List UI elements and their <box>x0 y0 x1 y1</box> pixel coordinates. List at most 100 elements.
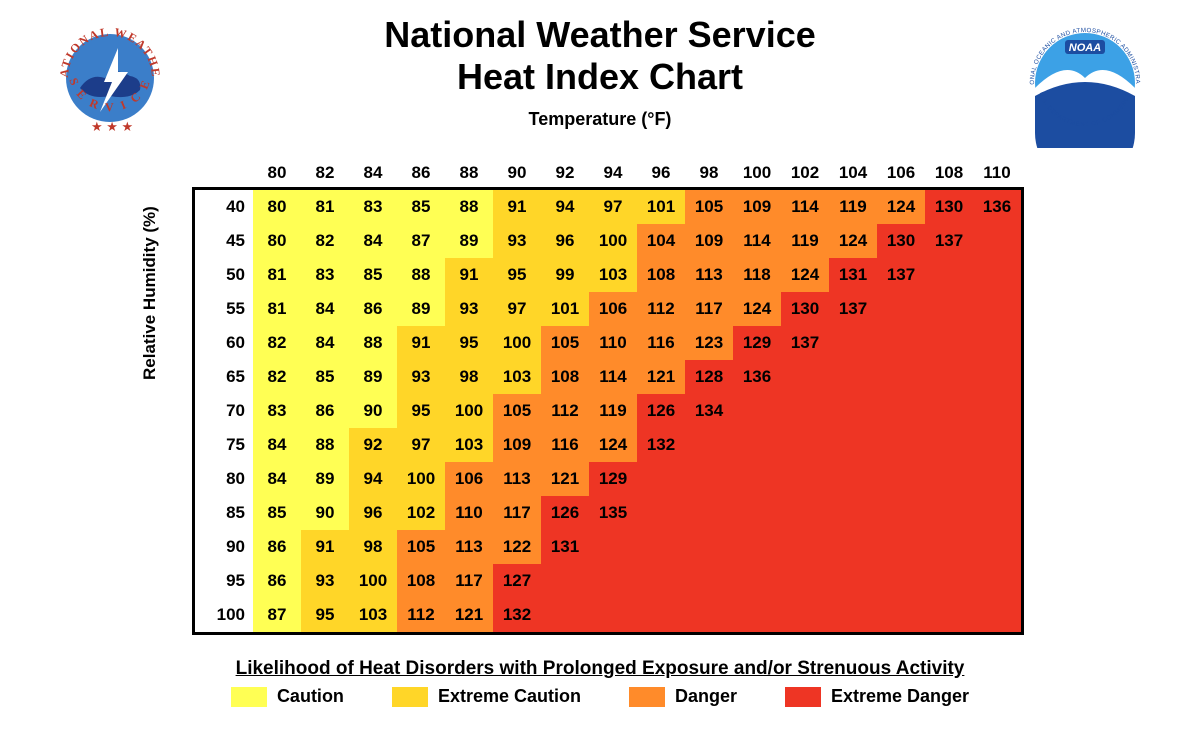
heat-index-cell <box>877 326 925 360</box>
heat-index-cell: 94 <box>349 462 397 496</box>
heat-index-cell: 123 <box>685 326 733 360</box>
row-header: 60 <box>195 326 253 360</box>
heat-index-cell <box>877 564 925 598</box>
heat-index-cell <box>925 530 973 564</box>
heat-index-cell <box>589 598 637 632</box>
heat-index-cell <box>829 394 877 428</box>
heat-index-cell <box>973 598 1021 632</box>
heat-index-cell: 89 <box>349 360 397 394</box>
col-header: 90 <box>493 156 541 190</box>
heat-index-cell: 121 <box>445 598 493 632</box>
heat-index-cell: 83 <box>253 394 301 428</box>
heat-index-cell: 100 <box>493 326 541 360</box>
heat-index-cell: 109 <box>733 190 781 224</box>
heat-index-cell: 82 <box>253 360 301 394</box>
row-header: 70 <box>195 394 253 428</box>
heat-index-cell: 85 <box>349 258 397 292</box>
heat-index-cell: 124 <box>829 224 877 258</box>
heat-index-cell: 100 <box>445 394 493 428</box>
heat-index-cell: 116 <box>637 326 685 360</box>
heat-index-cell: 100 <box>589 224 637 258</box>
heat-index-cell: 126 <box>637 394 685 428</box>
heat-index-cell: 124 <box>877 190 925 224</box>
heat-index-cell: 129 <box>589 462 637 496</box>
heat-index-cell: 95 <box>493 258 541 292</box>
heat-index-cell: 98 <box>349 530 397 564</box>
heat-index-cell: 137 <box>925 224 973 258</box>
heat-index-cell <box>637 496 685 530</box>
heat-index-cell <box>589 530 637 564</box>
heat-index-cell <box>541 564 589 598</box>
legend-label: Danger <box>675 686 737 707</box>
heat-index-cell <box>829 564 877 598</box>
heat-index-cell <box>685 598 733 632</box>
heat-index-cell <box>877 394 925 428</box>
heat-index-cell: 88 <box>349 326 397 360</box>
heat-index-cell: 86 <box>253 564 301 598</box>
heat-index-cell <box>877 428 925 462</box>
legend-swatch <box>231 687 267 707</box>
heat-index-cell: 108 <box>397 564 445 598</box>
heat-index-cell <box>973 326 1021 360</box>
heat-index-cell: 99 <box>541 258 589 292</box>
heat-index-cell: 86 <box>349 292 397 326</box>
heat-index-cell <box>829 530 877 564</box>
row-header: 40 <box>195 190 253 224</box>
heat-index-cell: 96 <box>541 224 589 258</box>
y-axis-label: Relative Humidity (%) <box>140 206 160 380</box>
heat-index-cell <box>733 530 781 564</box>
legend-swatch <box>392 687 428 707</box>
heat-index-cell: 102 <box>397 496 445 530</box>
heat-index-cell <box>733 496 781 530</box>
heat-index-cell: 109 <box>493 428 541 462</box>
heat-index-cell: 126 <box>541 496 589 530</box>
heat-index-cell: 136 <box>733 360 781 394</box>
heat-index-cell <box>925 258 973 292</box>
col-header: 86 <box>397 156 445 190</box>
heat-index-cell <box>973 224 1021 258</box>
heat-index-cell: 105 <box>541 326 589 360</box>
heat-index-cell: 119 <box>589 394 637 428</box>
heat-index-cell: 103 <box>349 598 397 632</box>
heat-index-cell: 127 <box>493 564 541 598</box>
heat-index-cell: 91 <box>445 258 493 292</box>
col-header: 106 <box>877 156 925 190</box>
heat-index-cell: 91 <box>397 326 445 360</box>
heat-index-cell <box>685 530 733 564</box>
heat-index-cell: 93 <box>301 564 349 598</box>
heat-index-cell <box>589 564 637 598</box>
row-header: 50 <box>195 258 253 292</box>
heat-index-cell: 132 <box>637 428 685 462</box>
heat-index-cell: 84 <box>301 292 349 326</box>
heat-index-cell: 104 <box>637 224 685 258</box>
heat-index-cell <box>637 598 685 632</box>
heat-index-cell: 130 <box>781 292 829 326</box>
title-line-1: National Weather Service <box>384 14 816 55</box>
heat-index-cell <box>925 394 973 428</box>
heat-index-cell: 105 <box>493 394 541 428</box>
row-header: 95 <box>195 564 253 598</box>
heat-index-cell: 84 <box>301 326 349 360</box>
heat-index-cell: 118 <box>733 258 781 292</box>
heat-index-cell: 112 <box>637 292 685 326</box>
heat-index-cell: 130 <box>877 224 925 258</box>
legend-swatch <box>785 687 821 707</box>
heat-index-cell <box>973 258 1021 292</box>
heat-index-cell: 113 <box>493 462 541 496</box>
row-header: 55 <box>195 292 253 326</box>
legend-swatch <box>629 687 665 707</box>
heat-index-cell: 97 <box>397 428 445 462</box>
heat-index-cell <box>829 428 877 462</box>
heat-index-cell: 137 <box>877 258 925 292</box>
heat-index-table: 80828486889092949698100102104106108110 4… <box>195 156 1021 632</box>
heat-index-cell: 92 <box>349 428 397 462</box>
heat-index-cell: 117 <box>493 496 541 530</box>
heat-index-cell <box>781 428 829 462</box>
heat-index-cell: 106 <box>589 292 637 326</box>
heat-index-cell <box>637 530 685 564</box>
legend-label: Extreme Danger <box>831 686 969 707</box>
heat-index-cell: 106 <box>445 462 493 496</box>
heat-index-cell <box>973 564 1021 598</box>
heat-index-cell <box>733 564 781 598</box>
heat-index-cell <box>973 530 1021 564</box>
